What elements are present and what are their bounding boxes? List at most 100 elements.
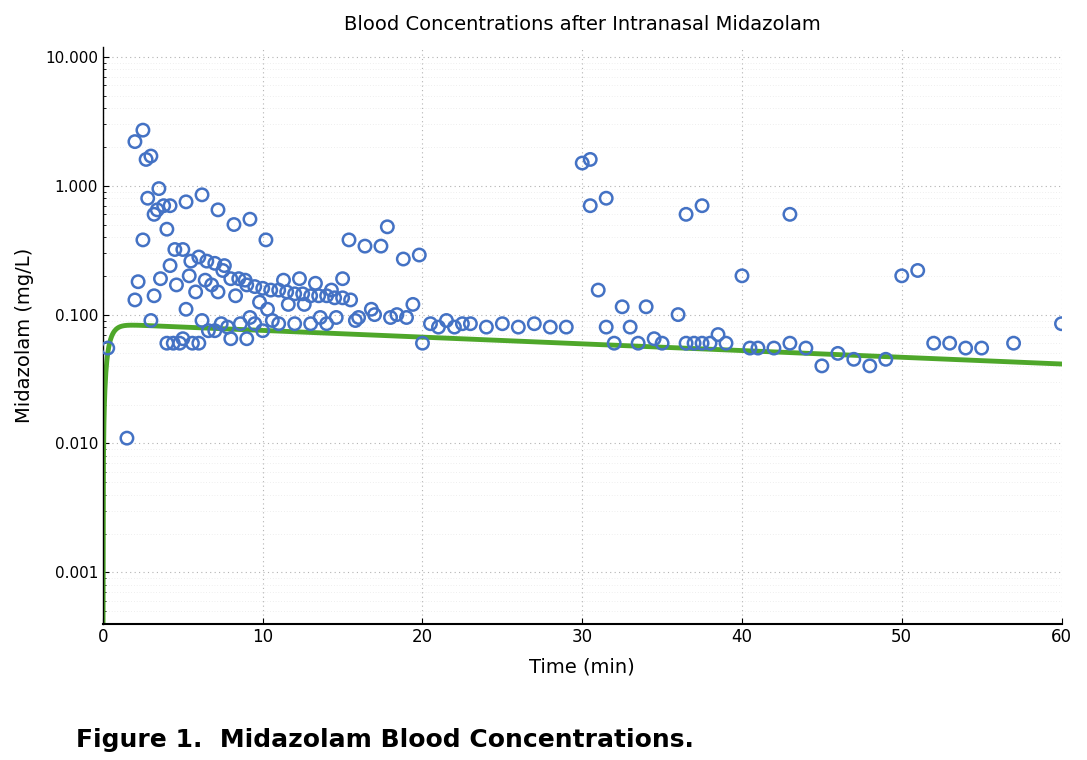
Point	[973, 342, 990, 354]
Point	[414, 337, 432, 350]
Point	[232, 318, 249, 330]
Point	[291, 273, 309, 285]
Point	[526, 318, 544, 330]
Point	[270, 284, 287, 296]
Point	[241, 312, 259, 324]
Point	[278, 286, 296, 298]
Point	[139, 192, 157, 204]
Point	[150, 182, 167, 195]
Point	[741, 342, 759, 354]
Point	[558, 321, 575, 333]
Point	[357, 240, 374, 252]
Point	[230, 273, 248, 285]
Point	[829, 347, 847, 359]
Point	[653, 337, 671, 350]
Point	[782, 208, 799, 220]
Point	[238, 333, 255, 345]
Point	[378, 220, 396, 233]
Point	[251, 296, 268, 309]
Point	[161, 259, 178, 271]
Point	[241, 213, 259, 225]
Point	[149, 204, 166, 216]
Point	[200, 325, 217, 337]
Point	[167, 279, 185, 291]
Point	[264, 315, 282, 327]
Point	[190, 337, 208, 350]
Point	[286, 288, 303, 300]
Point	[541, 321, 559, 333]
X-axis label: Time (min): Time (min)	[529, 657, 635, 676]
Point	[171, 337, 188, 350]
Point	[326, 292, 343, 304]
Point	[395, 253, 412, 265]
Point	[174, 333, 191, 345]
Point	[327, 312, 345, 324]
Point	[366, 309, 384, 321]
Point	[350, 312, 367, 324]
Point	[694, 337, 711, 350]
Point	[197, 274, 214, 287]
Point	[118, 432, 136, 445]
Point	[646, 333, 663, 345]
Point	[246, 280, 263, 293]
Point	[293, 288, 311, 300]
Point	[453, 318, 471, 330]
Point	[429, 321, 447, 333]
Point	[227, 290, 245, 302]
Point	[166, 243, 184, 255]
Point	[340, 234, 358, 246]
Point	[207, 257, 224, 269]
Point	[510, 321, 527, 333]
Point	[262, 284, 279, 296]
Point	[258, 234, 275, 246]
Point	[190, 251, 208, 263]
Point	[210, 204, 227, 216]
Point	[398, 312, 415, 324]
Point	[845, 353, 862, 366]
Point	[710, 328, 727, 340]
Point	[861, 359, 878, 372]
Point	[598, 192, 615, 204]
Point	[126, 135, 143, 147]
Title: Blood Concentrations after Intranasal Midazolam: Blood Concentrations after Intranasal Mi…	[343, 15, 821, 34]
Point	[215, 259, 233, 271]
Point	[909, 264, 926, 277]
Point	[146, 208, 163, 220]
Point	[1053, 318, 1071, 330]
Point	[598, 321, 615, 333]
Point	[894, 270, 911, 282]
Point	[925, 337, 942, 350]
Point	[270, 318, 287, 330]
Point	[142, 315, 160, 327]
Point	[734, 270, 751, 282]
Y-axis label: Midazolam (mg/L): Midazolam (mg/L)	[15, 248, 34, 423]
Point	[717, 337, 735, 350]
Point	[218, 321, 236, 333]
Point	[582, 200, 599, 212]
Point	[749, 342, 766, 354]
Point	[180, 270, 198, 282]
Point	[99, 342, 116, 354]
Point	[701, 337, 719, 350]
Point	[941, 337, 959, 350]
Point	[177, 303, 195, 315]
Point	[246, 318, 263, 330]
Point	[312, 312, 329, 324]
Point	[957, 342, 974, 354]
Point	[164, 337, 182, 350]
Point	[210, 286, 227, 298]
Point	[159, 337, 176, 350]
Point	[155, 200, 173, 212]
Point	[225, 218, 242, 230]
Point	[198, 255, 215, 268]
Point	[183, 255, 200, 268]
Point	[323, 284, 340, 296]
Point	[137, 154, 154, 166]
Point	[187, 286, 204, 298]
Point	[446, 321, 463, 333]
Point	[307, 277, 324, 290]
Point	[129, 276, 147, 288]
Point	[238, 279, 255, 291]
Point	[388, 309, 405, 321]
Point	[177, 196, 195, 208]
